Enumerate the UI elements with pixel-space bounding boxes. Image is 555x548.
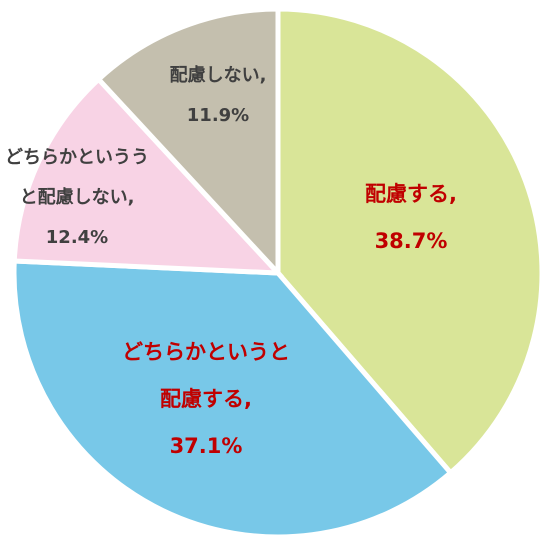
pie-slice-3 — [11, 75, 284, 276]
slice-name-label-2: どちらかというと — [122, 340, 290, 364]
slice-name-label-3: どちらかというう — [5, 147, 149, 168]
pie-labels: 配慮する,38.7%どちらかというと配慮する,37.1%どちらかといううと配慮し… — [5, 64, 457, 458]
slice-name-label-4: 配慮しない, — [170, 64, 267, 86]
slice-value-label-2: 37.1% — [170, 434, 243, 458]
pie-slice-4 — [95, 6, 281, 280]
slice-value-label-3: 12.4% — [46, 227, 108, 248]
slice-value-label-1: 38.7% — [375, 229, 448, 253]
pie-slice-1 — [275, 6, 545, 477]
slice-name-label-3: と配慮しない, — [20, 186, 135, 208]
slice-name-label-1: 配慮する, — [365, 182, 457, 206]
slice-name-label-2: 配慮する, — [160, 387, 252, 411]
pie-slices — [11, 6, 545, 540]
slice-value-label-4: 11.9% — [187, 105, 249, 126]
pie-slice-2 — [11, 258, 455, 540]
